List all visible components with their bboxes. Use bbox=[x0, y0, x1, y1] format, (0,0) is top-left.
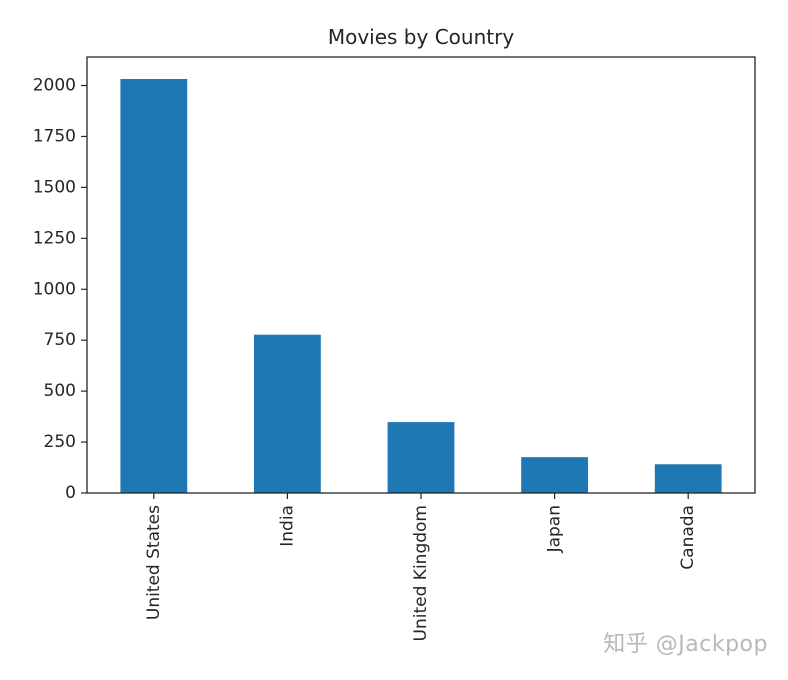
bar-canada bbox=[654, 464, 722, 493]
x-tick-label: United States bbox=[144, 505, 164, 620]
y-tick-label: 1750 bbox=[33, 126, 76, 146]
y-tick-label: 500 bbox=[44, 381, 76, 401]
bar-united-kingdom bbox=[387, 422, 455, 493]
chart-title: Movies by Country bbox=[328, 25, 514, 49]
bar-united-states bbox=[120, 79, 188, 494]
bar-india bbox=[254, 334, 321, 493]
x-tick-label: Japan bbox=[545, 505, 565, 553]
y-tick-label: 250 bbox=[44, 432, 76, 452]
y-tick-label: 1000 bbox=[33, 279, 76, 299]
watermark: 知乎 @Jackpop bbox=[603, 632, 768, 657]
y-axis: 0 250 500 750 1000 1250 1500 1750 2000 bbox=[33, 76, 87, 503]
x-axis: United States India United Kingdom Japan Can… bbox=[144, 493, 698, 641]
y-tick-label: 1500 bbox=[33, 177, 76, 197]
plot-frame bbox=[86, 56, 756, 494]
x-tick-label: India bbox=[277, 505, 297, 547]
y-tick-label: 1250 bbox=[33, 228, 76, 248]
y-tick-label: 2000 bbox=[33, 76, 76, 96]
x-tick-label: United Kingdom bbox=[411, 505, 431, 641]
y-tick-label: 750 bbox=[44, 330, 76, 350]
bar-japan bbox=[521, 457, 588, 493]
bars-group bbox=[120, 79, 722, 494]
y-tick-label: 0 bbox=[65, 483, 76, 503]
x-tick-label: Canada bbox=[678, 505, 698, 570]
